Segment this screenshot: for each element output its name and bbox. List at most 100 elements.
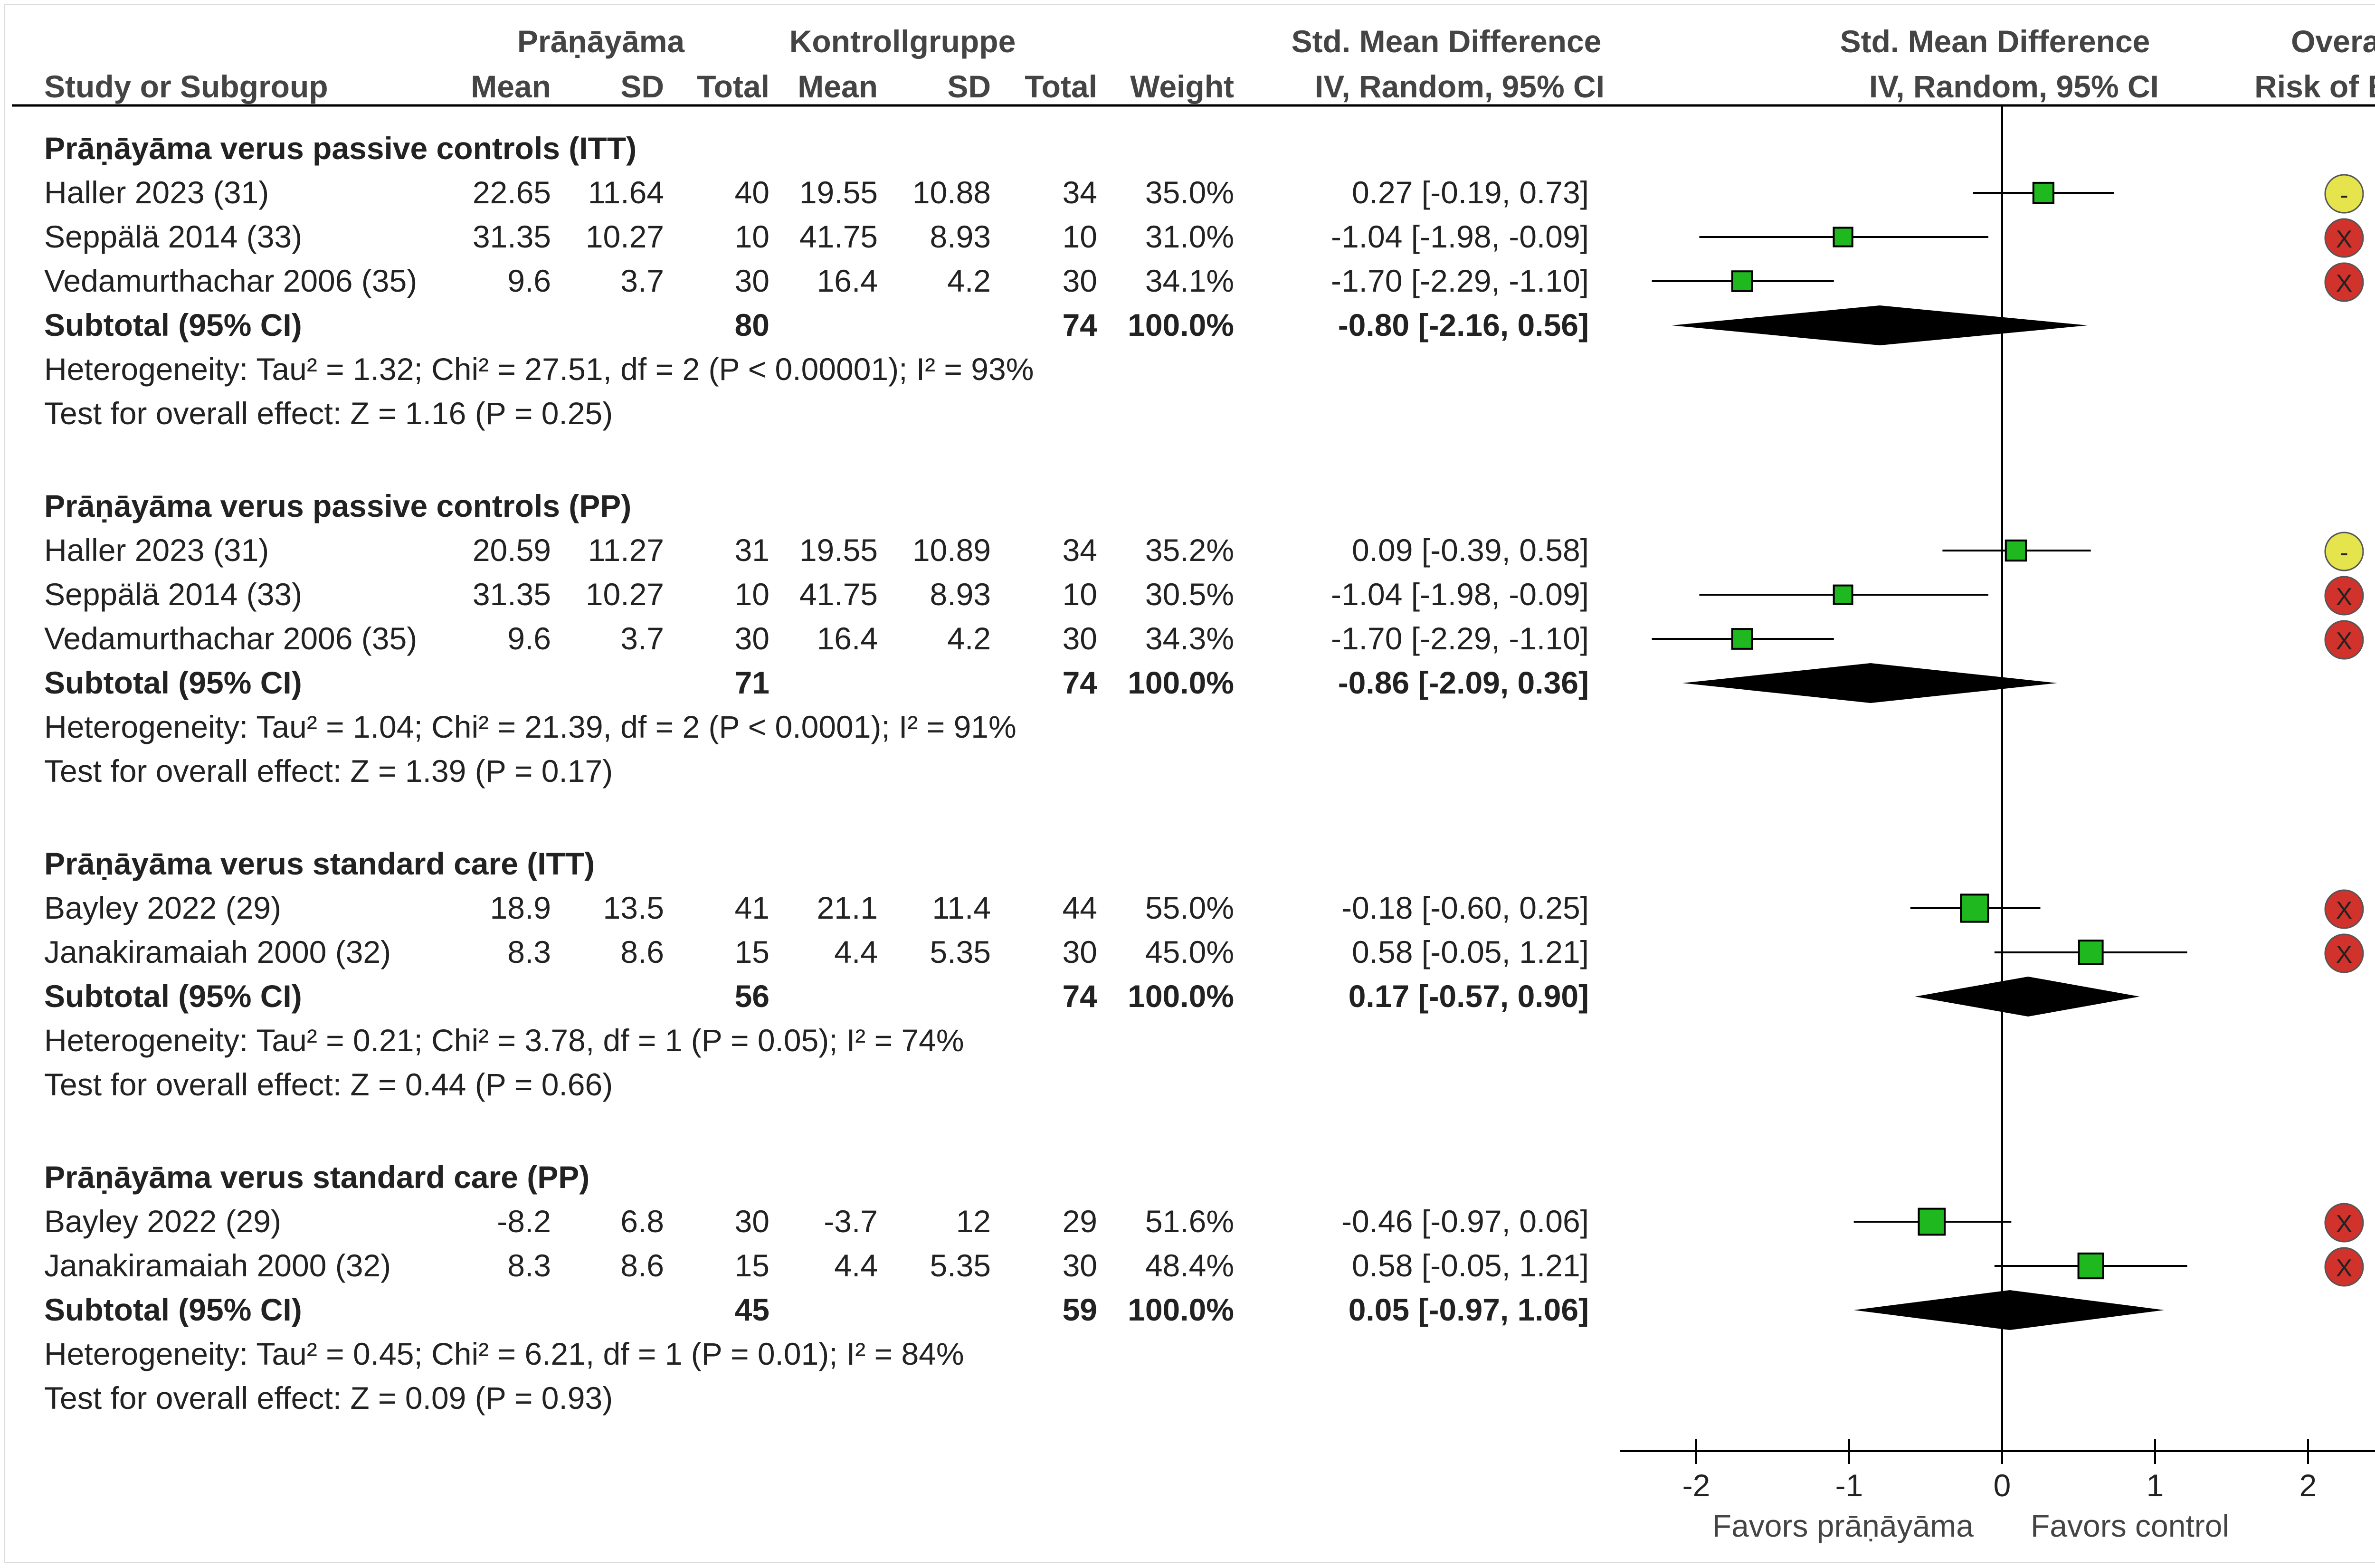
risk-of-bias-symbol: X (2336, 226, 2353, 253)
study-point-marker (1731, 270, 1753, 292)
study-point-marker (2078, 940, 2104, 965)
x-tick-label: -2 (1682, 1468, 1710, 1503)
study-sd-1: 13.5 (603, 890, 664, 925)
study-mean-1: 8.3 (507, 1248, 551, 1283)
study-name: Seppälä 2014 (33) (44, 219, 302, 254)
study-total-1: 41 (735, 890, 770, 925)
risk-of-bias-icon (2324, 576, 2364, 616)
risk-of-bias-icon (2324, 532, 2364, 571)
study-sd-1: 10.27 (586, 219, 664, 254)
study-point-marker (1731, 628, 1753, 650)
study-weight: 34.1% (1145, 263, 1234, 298)
header-group1: Prāṇāyāma (517, 24, 685, 59)
risk-of-bias-symbol: X (2336, 1210, 2353, 1238)
study-mean-1: 22.65 (473, 175, 551, 210)
study-sd-1: 6.8 (620, 1204, 664, 1239)
study-name: Bayley 2022 (29) (44, 890, 281, 925)
subtotal-total-2: 74 (1063, 979, 1098, 1014)
study-ci-text: -1.04 [-1.98, -0.09] (1331, 577, 1589, 612)
study-ci-text: -0.46 [-0.97, 0.06] (1341, 1204, 1589, 1239)
subtotal-diamond (1915, 977, 2140, 1017)
study-sd-2: 10.89 (912, 532, 991, 568)
header-plot-title: Std. Mean Difference (1840, 24, 2150, 59)
study-weight: 35.0% (1145, 175, 1234, 210)
subtotal-weight: 100.0% (1128, 307, 1234, 342)
heterogeneity-text: Heterogeneity: Tau² = 1.32; Chi² = 27.51… (44, 352, 1034, 387)
study-mean-1: 31.35 (473, 577, 551, 612)
study-sd-2: 8.93 (930, 219, 991, 254)
forest-rows: Prāṇāyāma verus passive controls (ITT) Ha… (44, 131, 1589, 1416)
risk-of-bias-symbol: X (2336, 583, 2353, 611)
header-weight: Weight (1130, 69, 1234, 104)
header-smd-title: Std. Mean Difference (1292, 24, 1602, 59)
study-weight: 51.6% (1145, 1204, 1234, 1239)
overall-effect-text: Test for overall effect: Z = 0.09 (P = 0… (44, 1380, 613, 1416)
subtotal-total-1: 56 (735, 979, 770, 1014)
study-sd-2: 4.2 (947, 621, 991, 656)
study-ci-text: 0.58 [-0.05, 1.21] (1352, 1248, 1589, 1283)
subtotal-label: Subtotal (95% CI) (44, 307, 302, 342)
study-mean-1: 9.6 (507, 621, 551, 656)
study-mean-2: 41.75 (799, 577, 878, 612)
study-sd-2: 4.2 (947, 263, 991, 298)
x-tick-label: 1 (2147, 1468, 2164, 1503)
risk-of-bias-icon (2324, 218, 2364, 258)
favors-left-label: Favors prāṇāyāma (1712, 1508, 1974, 1543)
study-sd-1: 11.27 (588, 532, 664, 568)
study-total-2: 30 (1063, 934, 1097, 969)
study-sd-1: 11.64 (588, 175, 664, 210)
study-ci-text: -1.70 [-2.29, -1.10] (1331, 263, 1589, 298)
study-sd-2: 11.4 (932, 890, 991, 925)
subtotal-ci-text: 0.17 [-0.57, 0.90] (1349, 979, 1589, 1014)
study-name: Janakiramaiah 2000 (32) (44, 1248, 391, 1283)
study-total-2: 10 (1063, 219, 1097, 254)
study-sd-1: 3.7 (620, 263, 664, 298)
study-point-marker (1960, 893, 1989, 923)
risk-of-bias-icon (2324, 933, 2364, 973)
risk-of-bias-symbol: X (2336, 1254, 2353, 1282)
subtotal-total-1: 80 (735, 307, 770, 342)
risk-of-bias-icon (2324, 620, 2364, 660)
study-name: Haller 2023 (31) (44, 175, 269, 210)
subtotal-total-2: 74 (1063, 665, 1098, 700)
subtotal-weight: 100.0% (1128, 1292, 1234, 1327)
study-mean-1: 8.3 (507, 934, 551, 969)
risk-of-bias-symbol: - (2340, 539, 2348, 567)
subtotal-ci-text: 0.05 [-0.97, 1.06] (1349, 1292, 1589, 1327)
study-total-2: 30 (1063, 263, 1097, 298)
subtotal-ci-text: -0.86 [-2.09, 0.36] (1338, 665, 1589, 700)
study-sd-1: 8.6 (620, 934, 664, 969)
study-weight: 48.4% (1145, 1248, 1234, 1283)
study-mean-2: 4.4 (834, 934, 878, 969)
study-sd-2: 5.35 (930, 934, 991, 969)
subtotal-total-1: 71 (735, 665, 770, 700)
overall-effect-text: Test for overall effect: Z = 0.44 (P = 0… (44, 1067, 613, 1102)
study-mean-2: -3.7 (824, 1204, 878, 1239)
subtotal-weight: 100.0% (1128, 979, 1234, 1014)
study-ci-text: 0.27 [-0.19, 0.73] (1352, 175, 1589, 210)
header-rob-title: Overall (2291, 24, 2375, 59)
subgroup-title: Prāṇāyāma verus standard care (PP) (44, 1159, 589, 1195)
study-total-1: 10 (735, 577, 770, 612)
study-weight: 31.0% (1145, 219, 1234, 254)
header-sd-1: SD (620, 69, 664, 104)
study-total-1: 10 (735, 219, 770, 254)
study-weight: 35.2% (1145, 532, 1234, 568)
header-mean-2: Mean (798, 69, 878, 104)
subtotal-diamond (1682, 663, 2057, 703)
study-sd-1: 10.27 (586, 577, 664, 612)
study-point-marker (2077, 1252, 2104, 1280)
study-weight: 30.5% (1145, 577, 1234, 612)
study-total-1: 15 (735, 1248, 770, 1283)
study-total-1: 30 (735, 621, 770, 656)
study-mean-2: 19.55 (799, 175, 878, 210)
study-mean-1: 18.9 (490, 890, 551, 925)
risk-of-bias-icon (2324, 1247, 2364, 1287)
study-point-marker (2032, 181, 2055, 204)
study-sd-2: 5.35 (930, 1248, 991, 1283)
study-weight: 45.0% (1145, 934, 1234, 969)
subgroup-title: Prāṇāyāma verus standard care (ITT) (44, 846, 595, 881)
study-mean-1: 31.35 (473, 219, 551, 254)
study-total-1: 30 (735, 1204, 770, 1239)
x-tick-label: 2 (2299, 1468, 2317, 1503)
